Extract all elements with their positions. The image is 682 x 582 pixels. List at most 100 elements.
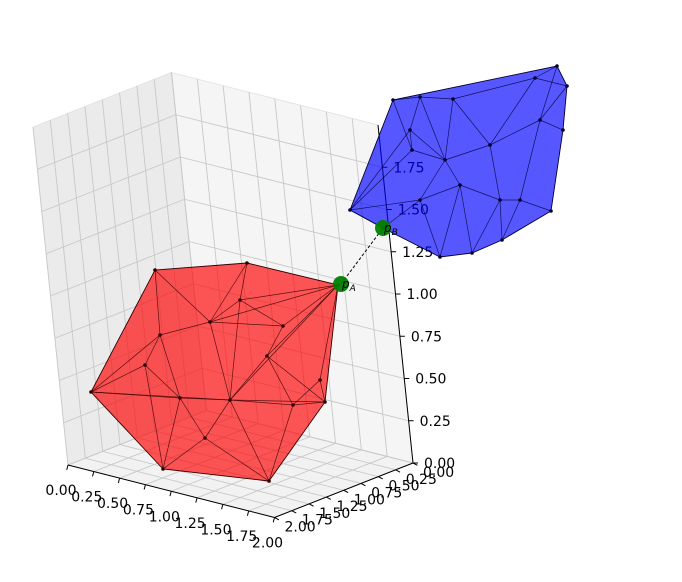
y-tick-label: 0.25 xyxy=(406,472,437,488)
blue-polyhedron-edge xyxy=(409,129,413,151)
red-polyhedron-vertex xyxy=(178,396,182,400)
blue-polyhedron-edge xyxy=(519,119,541,201)
red-polyhedron-vertex xyxy=(89,390,93,394)
blue-polyhedron-edge xyxy=(419,199,441,258)
red-polyhedron-edge xyxy=(159,334,181,399)
blue-polyhedron-edge xyxy=(459,184,473,254)
red-polyhedron-vertex xyxy=(153,268,157,272)
blue-polyhedron-edge xyxy=(452,98,491,146)
floor-grid-y xyxy=(85,457,292,512)
blue-polyhedron-vertex xyxy=(458,183,462,187)
red-polyhedron-vertex xyxy=(208,320,212,324)
red-polyhedron-edge xyxy=(266,325,284,357)
x-tick-label: 0.75 xyxy=(123,503,154,519)
blue-polyhedron-edge xyxy=(411,149,446,161)
blue-polyhedron-edge xyxy=(444,159,461,186)
red-polyhedron-edge xyxy=(204,437,270,482)
blue-polyhedron-vertex xyxy=(538,118,542,122)
z-tick-label: 0.75 xyxy=(411,329,442,345)
closest-points: pA pB xyxy=(333,220,398,294)
closest-point-label: pB xyxy=(383,221,398,238)
blue-polyhedron-edge xyxy=(534,77,568,87)
red-polyhedron-edge xyxy=(229,399,294,406)
red-polyhedron-vertex xyxy=(281,324,285,328)
blue-polyhedron-edge xyxy=(459,184,501,201)
x-tick-mark xyxy=(246,510,250,516)
red-polyhedron-vertex xyxy=(265,354,269,358)
blue-polyhedron-vertex xyxy=(408,128,412,132)
red-polyhedron-edge xyxy=(159,321,211,336)
red-polyhedron-edge xyxy=(162,437,206,470)
y-tick-mark xyxy=(274,517,280,521)
red-polyhedron-edge xyxy=(179,397,206,439)
red-polyhedron-edge xyxy=(229,399,326,403)
y-tick-label: 2.00 xyxy=(285,520,316,536)
blue-polyhedron-edge xyxy=(419,96,454,100)
x-tick-label: 1.75 xyxy=(226,529,257,545)
red-polyhedron-edge xyxy=(292,401,326,406)
red-polyhedron xyxy=(89,261,340,483)
red-polyhedron-edge xyxy=(282,284,339,327)
y-tick-mark xyxy=(326,496,332,500)
red-polyhedron-vertex xyxy=(143,363,147,367)
z-tick-label: 0.50 xyxy=(415,372,446,388)
red-polyhedron-edge xyxy=(268,404,294,482)
closest-point-label: pA xyxy=(341,277,356,294)
blue-polyhedron-vertex xyxy=(470,251,474,255)
blue-polyhedron-edge xyxy=(534,65,558,79)
blue-polyhedron-edge xyxy=(499,199,503,241)
red-polyhedron-edge xyxy=(319,284,339,381)
back-grid-z xyxy=(180,156,387,210)
closest-points-connector xyxy=(340,227,384,285)
z-tick-label: 0.00 xyxy=(424,456,455,472)
red-polyhedron-edge xyxy=(239,284,339,301)
red-polyhedron-surface xyxy=(90,262,339,482)
blue-polyhedron-edge xyxy=(539,85,568,121)
red-polyhedron-vertex xyxy=(203,436,207,440)
y-tick-mark xyxy=(291,510,297,514)
back-grid-z xyxy=(175,114,383,168)
y-tick-label: 1.50 xyxy=(319,506,350,522)
x-axis-tick-labels: 0.000.250.500.751.001.251.501.752.00 xyxy=(45,464,283,552)
red-polyhedron-vertex xyxy=(318,378,322,382)
red-polyhedron-edge xyxy=(229,284,339,401)
blue-polyhedron-vertex xyxy=(418,95,422,99)
x-tick-mark xyxy=(195,497,198,503)
red-polyhedron-edge xyxy=(144,334,161,366)
red-polyhedron-edge xyxy=(292,379,321,406)
connector-line xyxy=(340,227,384,285)
y-tick-mark xyxy=(378,476,384,480)
blue-polyhedron xyxy=(348,64,569,259)
blue-polyhedron-edge xyxy=(539,65,558,121)
x-tick-mark xyxy=(169,491,172,497)
red-polyhedron-edge xyxy=(239,262,248,301)
side-grid-z xyxy=(37,114,177,170)
y-tick-mark xyxy=(360,482,366,487)
blue-polyhedron-vertex xyxy=(438,255,442,259)
red-polyhedron-edge xyxy=(154,269,161,336)
blue-polyhedron-edge xyxy=(452,77,536,100)
x-tick-mark xyxy=(221,504,224,510)
blue-polyhedron-edge xyxy=(392,99,413,151)
x-tick-mark xyxy=(272,517,275,523)
blue-polyhedron-vertex xyxy=(410,148,414,152)
red-polyhedron-edge xyxy=(229,299,241,401)
closest-point-a xyxy=(333,276,349,292)
blue-polyhedron-edge xyxy=(501,199,521,241)
red-polyhedron-edge xyxy=(209,299,241,323)
blue-polyhedron-vertex xyxy=(500,238,504,242)
blue-polyhedron-edge xyxy=(409,129,446,161)
blue-polyhedron-vertex xyxy=(565,84,569,88)
y-tick-mark xyxy=(308,503,314,507)
side-grid-z xyxy=(45,198,185,255)
y-tick-label: 0.00 xyxy=(423,465,454,481)
blue-polyhedron-vertex xyxy=(555,64,559,68)
red-polyhedron-vertex xyxy=(267,479,271,483)
back-grid-z xyxy=(184,198,392,253)
blue-polyhedron-edge xyxy=(444,144,491,161)
red-polyhedron-edge xyxy=(144,364,164,470)
red-polyhedron-vertex xyxy=(228,398,232,402)
red-polyhedron-edge xyxy=(229,399,270,482)
y-tick-mark xyxy=(343,489,349,494)
y-tick-mark xyxy=(395,469,401,473)
